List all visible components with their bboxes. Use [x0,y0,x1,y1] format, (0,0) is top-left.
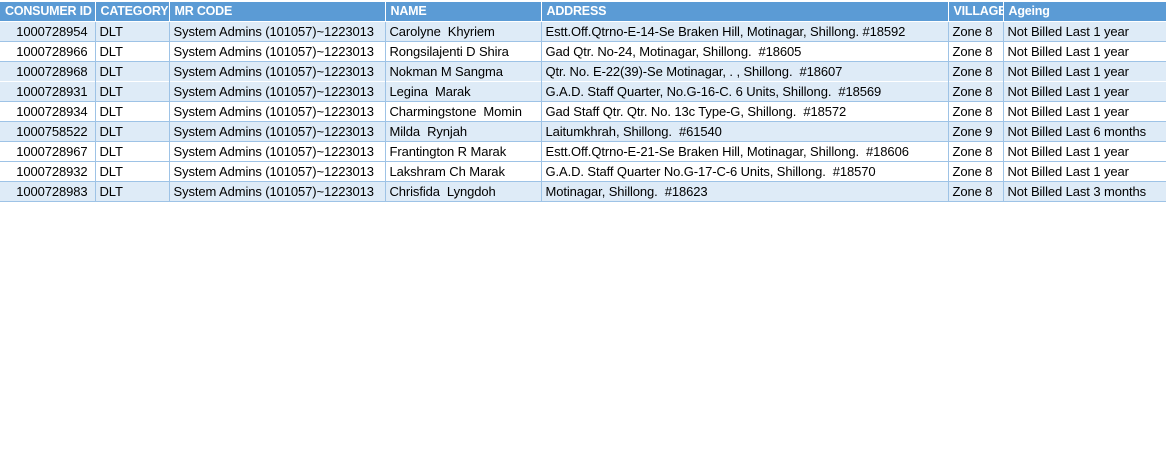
cell-name[interactable]: Rongsilajenti D Shira [385,41,542,62]
cell-category[interactable]: DLT [95,121,170,142]
consumer-table: CONSUMER ID CATEGORY MR CODE NAME ADDRESS VIL… [0,2,1166,202]
cell-mr-code[interactable]: System Admins (101057)~1223013 [169,141,386,162]
cell-consumer-id[interactable]: 1000728983 [0,181,96,202]
table-row: 1000728966 DLT System Admins (101057)~1223… [0,41,1166,62]
table-row: 1000758522 DLT System Admins (101057)~1223… [0,121,1166,142]
cell-village[interactable]: Zone 8 [948,141,1004,162]
cell-name[interactable]: Chrisfida Lyngdoh [385,181,542,202]
cell-ageing[interactable]: Not Billed Last 1 year [1003,41,1166,62]
column-header-category[interactable]: CATEGORY [95,2,170,22]
cell-consumer-id[interactable]: 1000728934 [0,101,96,122]
cell-address[interactable]: Gad Staff Qtr. Qtr. No. 13c Type-G, Shil… [541,101,949,122]
cell-village[interactable]: Zone 9 [948,121,1004,142]
cell-mr-code[interactable]: System Admins (101057)~1223013 [169,101,386,122]
cell-category[interactable]: DLT [95,61,170,82]
cell-address[interactable]: G.A.D. Staff Quarter, No.G-16-C. 6 Units… [541,81,949,102]
cell-category[interactable]: DLT [95,101,170,122]
cell-ageing[interactable]: Not Billed Last 1 year [1003,141,1166,162]
cell-address[interactable]: Qtr. No. E-22(39)-Se Motinagar, . , Shil… [541,61,949,82]
cell-address[interactable]: Laitumkhrah, Shillong. #61540 [541,121,949,142]
cell-ageing[interactable]: Not Billed Last 1 year [1003,161,1166,182]
cell-village[interactable]: Zone 8 [948,21,1004,42]
cell-mr-code[interactable]: System Admins (101057)~1223013 [169,41,386,62]
cell-consumer-id[interactable]: 1000728966 [0,41,96,62]
cell-ageing[interactable]: Not Billed Last 1 year [1003,81,1166,102]
cell-mr-code[interactable]: System Admins (101057)~1223013 [169,61,386,82]
table-row: 1000728934 DLT System Admins (101057)~1223… [0,101,1166,122]
table-row: 1000728967 DLT System Admins (101057)~1223… [0,141,1166,162]
cell-consumer-id[interactable]: 1000728932 [0,161,96,182]
table-header-row: CONSUMER ID CATEGORY MR CODE NAME ADDRESS VIL… [0,2,1166,22]
column-header-consumer-id[interactable]: CONSUMER ID [0,2,96,22]
cell-mr-code[interactable]: System Admins (101057)~1223013 [169,121,386,142]
cell-consumer-id[interactable]: 1000758522 [0,121,96,142]
cell-mr-code[interactable]: System Admins (101057)~1223013 [169,161,386,182]
cell-category[interactable]: DLT [95,161,170,182]
cell-address[interactable]: Estt.Off.Qtrno-E-14-Se Braken Hill, Moti… [541,21,949,42]
cell-name[interactable]: Carolyne Khyriem [385,21,542,42]
cell-address[interactable]: Gad Qtr. No-24, Motinagar, Shillong. #18… [541,41,949,62]
cell-village[interactable]: Zone 8 [948,41,1004,62]
cell-address[interactable]: Estt.Off.Qtrno-E-21-Se Braken Hill, Moti… [541,141,949,162]
cell-village[interactable]: Zone 8 [948,81,1004,102]
cell-mr-code[interactable]: System Admins (101057)~1223013 [169,21,386,42]
column-header-name[interactable]: NAME [385,2,542,22]
cell-address[interactable]: G.A.D. Staff Quarter No.G-17-C-6 Units, … [541,161,949,182]
cell-ageing[interactable]: Not Billed Last 1 year [1003,21,1166,42]
column-header-address[interactable]: ADDRESS [541,2,949,22]
cell-consumer-id[interactable]: 1000728954 [0,21,96,42]
cell-name[interactable]: Milda Rynjah [385,121,542,142]
cell-consumer-id[interactable]: 1000728968 [0,61,96,82]
table-row: 1000728932 DLT System Admins (101057)~1223… [0,161,1166,182]
cell-ageing[interactable]: Not Billed Last 1 year [1003,101,1166,122]
cell-village[interactable]: Zone 8 [948,101,1004,122]
cell-village[interactable]: Zone 8 [948,61,1004,82]
table-row: 1000728954 DLT System Admins (101057)~1223… [0,21,1166,42]
cell-name[interactable]: Nokman M Sangma [385,61,542,82]
cell-name[interactable]: Frantington R Marak [385,141,542,162]
cell-category[interactable]: DLT [95,41,170,62]
cell-ageing[interactable]: Not Billed Last 6 months [1003,121,1166,142]
cell-village[interactable]: Zone 8 [948,181,1004,202]
cell-consumer-id[interactable]: 1000728931 [0,81,96,102]
cell-category[interactable]: DLT [95,21,170,42]
cell-mr-code[interactable]: System Admins (101057)~1223013 [169,81,386,102]
table-row: 1000728983 DLT System Admins (101057)~1223… [0,181,1166,202]
cell-category[interactable]: DLT [95,81,170,102]
column-header-village[interactable]: VILLAGE [948,2,1004,22]
cell-ageing[interactable]: Not Billed Last 3 months [1003,181,1166,202]
cell-name[interactable]: Legina Marak [385,81,542,102]
table-row: 1000728968 DLT System Admins (101057)~1223… [0,61,1166,82]
cell-village[interactable]: Zone 8 [948,161,1004,182]
column-header-ageing[interactable]: Ageing [1003,2,1166,22]
cell-category[interactable]: DLT [95,141,170,162]
cell-address[interactable]: Motinagar, Shillong. #18623 [541,181,949,202]
cell-name[interactable]: Lakshram Ch Marak [385,161,542,182]
cell-category[interactable]: DLT [95,181,170,202]
cell-consumer-id[interactable]: 1000728967 [0,141,96,162]
column-header-mr-code[interactable]: MR CODE [169,2,386,22]
cell-ageing[interactable]: Not Billed Last 1 year [1003,61,1166,82]
cell-name[interactable]: Charmingstone Momin [385,101,542,122]
cell-mr-code[interactable]: System Admins (101057)~1223013 [169,181,386,202]
table-row: 1000728931 DLT System Admins (101057)~1223… [0,81,1166,102]
